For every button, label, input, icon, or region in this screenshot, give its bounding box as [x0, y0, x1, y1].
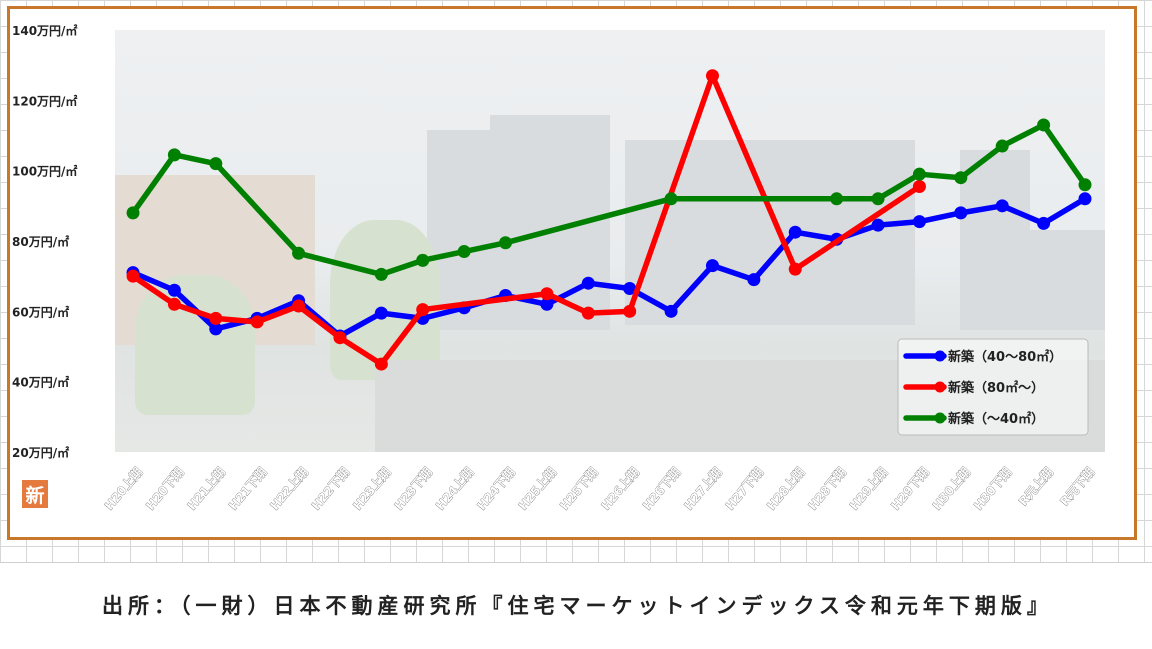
data-point — [995, 199, 1009, 213]
legend-label: 新築（80㎡～） — [948, 380, 1044, 396]
x-tick-label: H21上期 — [184, 464, 228, 513]
data-point — [167, 283, 181, 297]
data-point — [457, 245, 471, 259]
data-point — [292, 299, 306, 313]
x-tick-label: H30下期 — [970, 464, 1014, 513]
new-badge-icon: 新 — [22, 480, 48, 508]
y-tick-label: 40万円/㎡ — [12, 375, 69, 390]
y-tick-label: 100万円/㎡ — [12, 164, 77, 179]
data-point — [788, 225, 802, 239]
data-point — [954, 206, 968, 220]
series-line-1 — [130, 72, 923, 367]
x-tick-label: H21下期 — [225, 464, 269, 513]
x-tick-label: H28上期 — [763, 464, 807, 513]
data-point — [705, 69, 719, 83]
x-tick-label: R元上期 — [1015, 464, 1056, 508]
y-tick-label: 140万円/㎡ — [12, 23, 77, 38]
data-point — [995, 139, 1009, 153]
data-point — [581, 306, 595, 320]
data-point — [209, 322, 223, 336]
series-line-2 — [130, 122, 1088, 278]
data-point — [250, 315, 264, 329]
x-tick-label: H29下期 — [888, 464, 932, 513]
x-tick-label: H23下期 — [391, 464, 435, 513]
data-point — [1078, 192, 1092, 206]
x-tick-label: H27下期 — [722, 464, 766, 513]
data-point — [830, 192, 844, 206]
x-tick-label: H30上期 — [929, 464, 973, 513]
x-tick-label: H26上期 — [598, 464, 642, 513]
data-point — [871, 218, 885, 232]
x-tick-label: H26下期 — [639, 464, 683, 513]
legend-box — [897, 338, 1089, 436]
data-point — [912, 167, 926, 181]
x-tick-label: H29上期 — [846, 464, 890, 513]
data-point — [747, 273, 761, 287]
legend-marker — [934, 381, 946, 393]
y-tick-label: 60万円/㎡ — [12, 304, 69, 319]
source-text: 出所：（一財）日本不動産研究所『住宅マーケットインデックス令和元年下期版』 — [102, 594, 1053, 618]
y-tick-label: 20万円/㎡ — [12, 445, 69, 460]
data-point — [292, 246, 306, 260]
x-tick-label: H20上期 — [101, 464, 145, 513]
x-tick-label: H28下期 — [805, 464, 849, 513]
data-point — [623, 281, 637, 295]
data-point — [1037, 118, 1051, 132]
data-point — [167, 297, 181, 311]
legend-marker — [934, 350, 946, 362]
data-point — [126, 269, 140, 283]
x-tick-label: H24下期 — [474, 464, 518, 513]
series-line-0 — [130, 196, 1088, 339]
data-point — [209, 157, 223, 171]
x-tick-label: H25上期 — [515, 464, 559, 513]
data-point — [416, 303, 430, 317]
data-point — [581, 276, 595, 290]
data-point — [1078, 178, 1092, 192]
data-point — [664, 304, 678, 318]
data-point — [871, 192, 885, 206]
source-footer — [0, 562, 1152, 649]
photo-tree-left — [135, 275, 255, 415]
x-tick-label: H20下期 — [143, 464, 187, 513]
x-tick-label: H22上期 — [267, 464, 311, 513]
data-point — [912, 215, 926, 229]
data-point — [374, 306, 388, 320]
x-tick-label: R元下期 — [1057, 464, 1098, 508]
data-point — [1037, 216, 1051, 230]
data-point — [333, 331, 347, 345]
legend-marker — [934, 412, 946, 424]
y-tick-label: 80万円/㎡ — [12, 234, 69, 249]
x-tick-label: H27上期 — [681, 464, 725, 513]
data-point — [499, 236, 513, 250]
x-tick-label: H22下期 — [308, 464, 352, 513]
photo-tree-center — [330, 220, 440, 380]
data-point — [954, 171, 968, 185]
data-point — [788, 262, 802, 276]
photo-apartment-far-right — [1010, 230, 1105, 330]
data-point — [374, 357, 388, 371]
y-tick-label: 120万円/㎡ — [12, 93, 77, 108]
data-point — [374, 267, 388, 281]
data-point — [705, 259, 719, 273]
x-tick-label: H23上期 — [350, 464, 394, 513]
data-point — [167, 148, 181, 162]
data-point — [540, 287, 554, 301]
data-point — [416, 253, 430, 267]
legend-label: 新築（40～80㎡） — [948, 349, 1062, 365]
data-point — [209, 311, 223, 325]
photo-apartment-block — [625, 140, 915, 325]
data-point — [664, 192, 678, 206]
data-point — [126, 206, 140, 220]
x-tick-label: H24上期 — [432, 464, 476, 513]
legend-label: 新築（～40㎡） — [948, 411, 1044, 427]
x-tick-label: H25下期 — [556, 464, 600, 513]
data-point — [623, 304, 637, 318]
data-point — [912, 179, 926, 193]
data-point — [540, 297, 554, 311]
